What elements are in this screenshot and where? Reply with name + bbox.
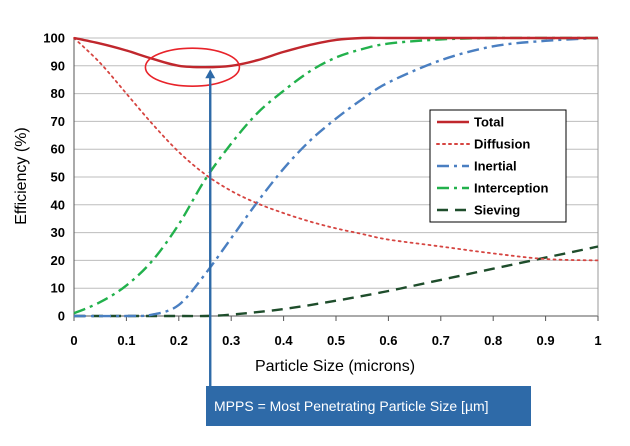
series-lines: [73, 36, 599, 318]
y-tick-label: 30: [51, 225, 65, 240]
x-tick-label: 0.4: [275, 333, 294, 348]
x-tick-label: 0: [70, 333, 77, 348]
x-tick-label: 0.9: [537, 333, 555, 348]
mpps-callout: MPPS = Most Penetrating Particle Size [µ…: [206, 386, 531, 426]
legend-label-total: Total: [474, 115, 504, 130]
series-line-total: [73, 36, 598, 69]
y-tick-label: 10: [51, 281, 65, 296]
y-axis-title: Efficiency (%): [13, 127, 30, 225]
y-tick-label: 60: [51, 142, 65, 157]
y-tick-label: 50: [51, 170, 65, 185]
y-tick-label: 20: [51, 253, 65, 268]
x-tick-label: 0.3: [222, 333, 240, 348]
y-tick-label: 80: [51, 86, 65, 101]
x-tick-label: 0.1: [117, 333, 135, 348]
y-tick-label: 70: [51, 114, 65, 129]
legend-box: [429, 109, 567, 223]
y-tick-label: 90: [51, 58, 65, 73]
mpps-arrow-head: [205, 69, 216, 79]
x-tick-label: 0.5: [327, 333, 345, 348]
mpps-ellipse: [144, 47, 241, 87]
x-tick-label: 0.6: [379, 333, 397, 348]
legend-label-diffusion: Diffusion: [474, 137, 530, 152]
x-tick-label: 0.8: [484, 333, 502, 348]
x-tick-label: 0.2: [170, 333, 188, 348]
x-tick-label: 0.7: [432, 333, 450, 348]
legend-label-interception: Interception: [474, 181, 548, 196]
y-tick-label: 100: [43, 31, 65, 46]
series-line-diffusion: [73, 37, 599, 262]
legend-label-inertial: Inertial: [474, 159, 517, 174]
y-tick-labels: 0 10 20 30 40 50 60 70 80 90 100: [43, 31, 65, 324]
y-tick-label: 40: [51, 197, 65, 212]
legend-label-sieving: Sieving: [474, 203, 520, 218]
y-tick-label: 0: [58, 309, 65, 324]
x-axis-title: Particle Size (microns): [255, 358, 415, 375]
mpps-annotation: [144, 47, 241, 388]
x-tick-labels: 0 0.1 0.2 0.3 0.4 0.5 0.6 0.7 0.8 0.9 1: [70, 316, 602, 348]
series-line-inertial: [73, 36, 599, 318]
x-tick-label: 1: [594, 333, 601, 348]
series-line-sieving: [73, 245, 599, 318]
legend: Total Diffusion Inertial Interception Sievin…: [429, 109, 567, 223]
gridlines: [74, 37, 598, 317]
series-line-interception: [73, 36, 598, 315]
